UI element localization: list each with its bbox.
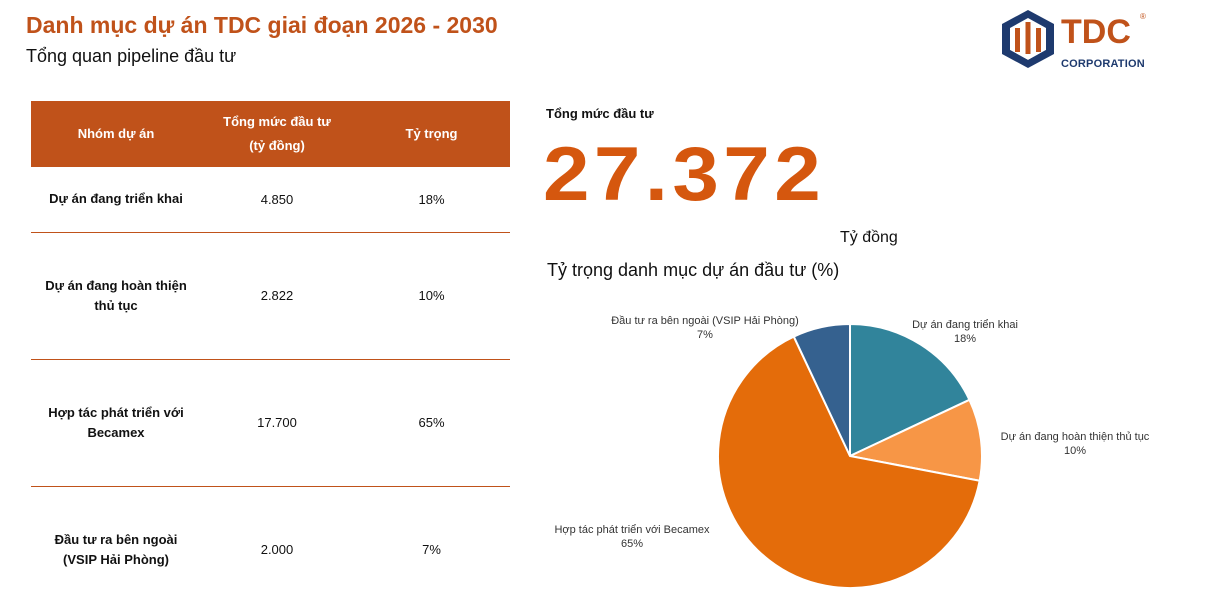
row-value: 2.822 [201, 232, 353, 360]
slice-value-label: 18% [954, 333, 976, 345]
row-value: 17.700 [201, 359, 353, 487]
project-table: Nhóm dự án Tổng mức đầu tư (tỷ đồng) Tỷ … [31, 101, 510, 612]
slice-value-label: 10% [1064, 445, 1086, 457]
row-share: 65% [353, 359, 510, 487]
pie-chart: Dự án đang triển khai 18% Dự án đang hoàn … [554, 315, 1150, 589]
logo-wordmark: TDC [1061, 13, 1131, 51]
page-subtitle: Tổng quan pipeline đầu tư [26, 46, 237, 66]
slice-name-label: Hợp tác phát triển với Becamex [554, 524, 710, 536]
row-share: 10% [353, 232, 510, 360]
slice-value-label: 7% [697, 329, 713, 341]
row-share: 18% [353, 167, 510, 233]
pie-slice [792, 322, 851, 457]
page-title: Danh mục dự án TDC giai đoạn 2026 - 2030 [26, 12, 498, 38]
row-name-line1: Dự án đang triển khai [49, 191, 183, 207]
row-name: Hợp tác phát triển với Becamex [31, 359, 201, 487]
row-name-line1: Đầu tư ra bên ngoài [54, 531, 178, 547]
header-investment: Tổng mức đầu tư (tỷ đồng) [201, 101, 353, 167]
header-share: Tỷ trọng [353, 101, 510, 167]
tdc-logo: TDC ® CORPORATION [998, 6, 1158, 72]
row-name: Dự án đang triển khai [31, 167, 201, 233]
logo-registered-mark: ® [1140, 12, 1146, 21]
header-investment-line1: Tổng mức đầu tư [223, 114, 331, 129]
row-name-line1: Dự án đang hoàn thiện [45, 277, 187, 293]
total-investment-label: Tổng mức đầu tư [546, 106, 654, 121]
total-investment-unit: Tỷ đồng [840, 229, 898, 246]
row-value: 2.000 [260, 542, 294, 558]
row-value: 4.850 [201, 167, 353, 233]
row-name: Đầu tư ra bên ngoài (VSIP Hải Phòng) [31, 486, 201, 612]
table-row: Đầu tư ra bên ngoài (VSIP Hải Phòng) 2.0… [31, 486, 510, 612]
row-name-line2: thủ tục [94, 297, 138, 313]
row-share: 7% [422, 542, 441, 558]
row-name-line2: Becamex [87, 424, 145, 440]
row-name-line1: Hợp tác phát triển với [48, 404, 184, 420]
slice-name-label: Đầu tư ra bên ngoài (VSIP Hải Phòng) [611, 315, 799, 327]
slice-name-label: Dự án đang triển khai [912, 319, 1018, 331]
pie-slice [846, 398, 983, 482]
pie-slice [849, 322, 971, 458]
table-row: Dự án đang triển khai 4.850 18% [31, 167, 510, 233]
slice-name-label: Dự án đang hoàn thiện thủ tục [1001, 431, 1150, 443]
pie-slice [717, 335, 981, 589]
logo-subtitle: CORPORATION [1061, 58, 1145, 70]
total-investment-value: 27.372 [543, 132, 826, 217]
chart-title: Tỷ trọng danh mục dự án đầu tư (%) [547, 260, 840, 280]
header-investment-line2: (tỷ đồng) [249, 138, 305, 153]
table-row: Dự án đang hoàn thiện thủ tục 2.822 10% [31, 232, 510, 360]
slice-value-label: 65% [621, 538, 643, 550]
table-header-row: Nhóm dự án Tổng mức đầu tư (tỷ đồng) Tỷ … [31, 101, 510, 167]
table-row: Hợp tác phát triển với Becamex 17.700 65… [31, 359, 510, 487]
row-name: Dự án đang hoàn thiện thủ tục [31, 232, 201, 360]
header-group: Nhóm dự án [31, 101, 201, 167]
tdc-logo-icon [1002, 10, 1054, 68]
row-name-line2: (VSIP Hải Phòng) [63, 551, 169, 567]
